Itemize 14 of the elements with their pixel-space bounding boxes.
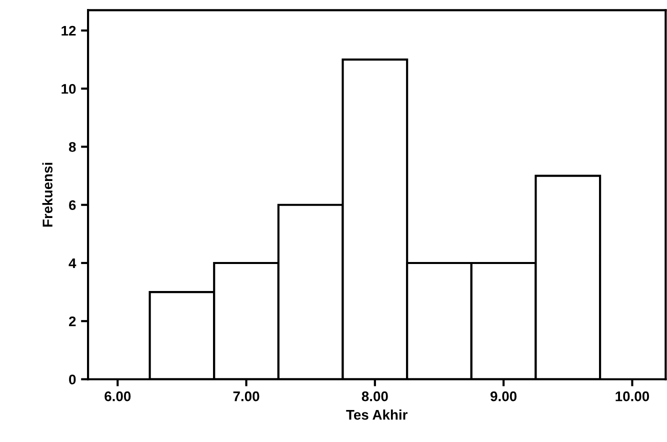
- y-tick-label: 4: [68, 258, 76, 268]
- y-tick-label: 12: [62, 26, 76, 36]
- y-tick-label: 10: [62, 84, 76, 94]
- y-tick-label: 2: [68, 316, 76, 326]
- y-axis-title: Frekuensi: [42, 162, 52, 227]
- y-tick-label: 8: [68, 142, 76, 152]
- y-tick-label: 0: [69, 374, 76, 384]
- x-tick-label: 8.00: [362, 391, 388, 402]
- x-tick-label: 7.00: [233, 391, 260, 402]
- x-axis-title: Tes Akhir: [346, 410, 408, 420]
- x-tick-label: 6.00: [104, 391, 131, 402]
- x-tick-label: 9.00: [490, 391, 517, 402]
- x-tick-label: 10.00: [616, 391, 650, 402]
- y-tick-label: 6: [69, 200, 76, 210]
